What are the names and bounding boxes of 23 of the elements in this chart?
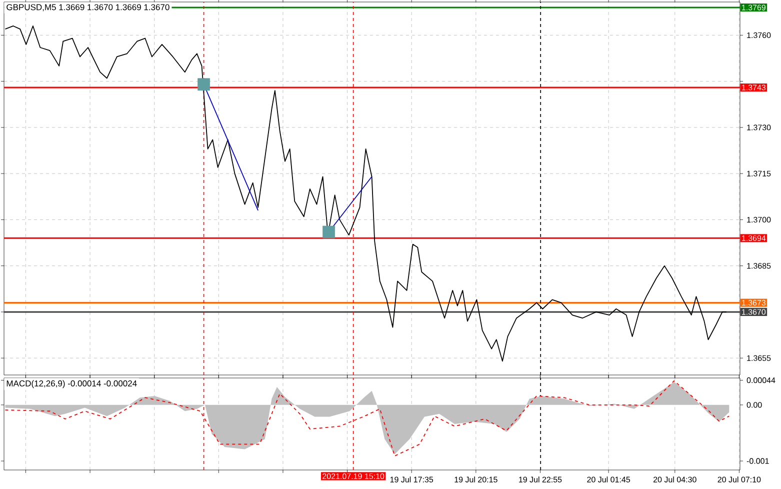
ref-line-label: 1.3769 xyxy=(742,4,766,10)
ref-line-label: 1.3673 xyxy=(742,300,766,306)
ref-line-label: 1.3743 xyxy=(742,84,766,90)
x-tick-label: 20 Jul 04:30 xyxy=(654,476,696,482)
chart-title: MACD(12,26,9) -0.00014 -0.00024 xyxy=(6,380,137,388)
y-tick-label: 0.00044 xyxy=(746,377,776,384)
chart-title: GBPUSD,M5 1.3669 1.3670 1.3669 1.3670 xyxy=(6,4,170,12)
x-tick-label: 19 Jul 17:35 xyxy=(390,476,434,482)
ref-line-label: 2021.07.19 15:10 xyxy=(322,473,384,480)
y-tick-label: 1.3730 xyxy=(747,124,771,130)
y-tick-label: 0.00 xyxy=(746,402,762,408)
y-tick-label: 1.3715 xyxy=(747,170,771,176)
x-tick-label: 20 Jul 01:45 xyxy=(587,476,630,482)
x-tick-label: 20 Jul 07:10 xyxy=(718,476,761,482)
y-tick-label: 1.3700 xyxy=(747,216,771,223)
ref-line-label: 1.3694 xyxy=(742,235,766,241)
y-tick-label: 1.3760 xyxy=(747,32,771,38)
y-tick-label: -0.001 xyxy=(746,458,769,464)
y-tick-label: 1.3685 xyxy=(747,262,771,269)
x-tick-label: 19 Jul 20:15 xyxy=(454,476,498,482)
y-tick-label: 1.3655 xyxy=(747,355,771,361)
x-tick-label: 19 Jul 22:55 xyxy=(519,476,562,482)
ref-line-label: 1.3670 xyxy=(742,309,766,315)
